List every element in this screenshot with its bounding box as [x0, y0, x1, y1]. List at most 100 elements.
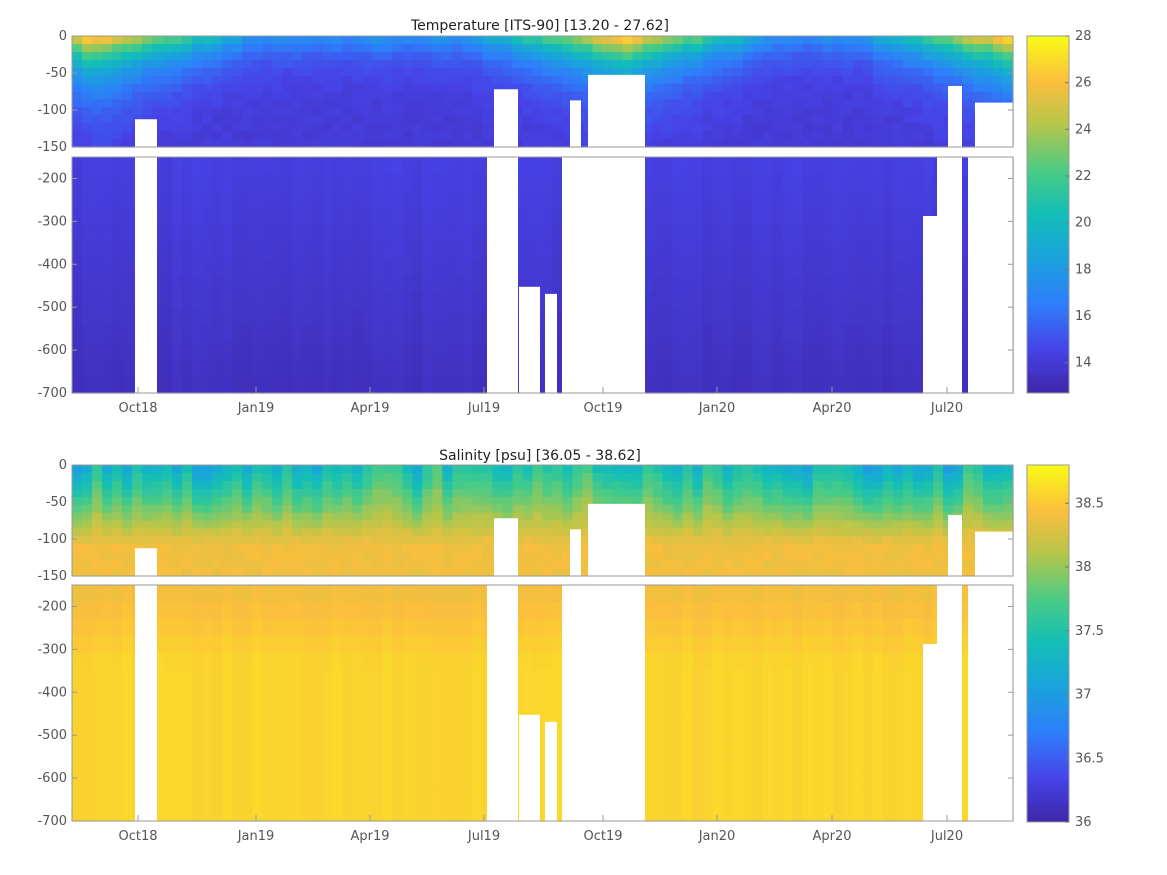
temperature-upper-cell — [862, 99, 874, 108]
salinity-lower-cell — [652, 736, 664, 755]
salinity-lower-cell — [172, 686, 183, 704]
temperature-lower-cell — [112, 342, 123, 360]
temperature-lower-cell — [832, 308, 844, 327]
temperature-lower-gap — [519, 286, 540, 394]
temperature-upper-cell — [672, 131, 684, 140]
salinity-upper-cell — [272, 504, 283, 514]
temperature-upper-cell — [492, 67, 504, 77]
temperature-upper-cell — [782, 115, 794, 124]
temperature-upper-cell — [112, 75, 123, 85]
temperature-colorbar-tick-label: 26 — [1075, 76, 1092, 91]
temperature-lower-cell — [212, 207, 223, 226]
temperature-upper-cell — [342, 91, 353, 101]
salinity-upper-cell — [692, 520, 704, 530]
salinity-upper-cell — [182, 512, 193, 522]
salinity-upper-cell — [602, 496, 614, 506]
salinity-upper-cell — [282, 544, 293, 553]
temperature-upper-cell — [272, 107, 283, 116]
salinity-lower-cell — [82, 787, 93, 805]
salinity-upper-cell — [662, 568, 674, 577]
salinity-lower-cell — [212, 787, 223, 805]
temperature-lower-cell — [232, 291, 243, 310]
temperature-upper-cell — [482, 51, 494, 61]
temperature-lower-cell — [362, 291, 373, 310]
salinity-lower-cell — [522, 601, 534, 620]
salinity-upper-cell — [972, 504, 984, 514]
temperature-lower-cell — [672, 308, 684, 327]
temperature-lower-cell — [262, 190, 273, 209]
salinity-lower-cell — [712, 585, 724, 603]
salinity-lower-cell — [722, 770, 734, 788]
salinity-lower-cell — [322, 787, 333, 805]
temperature-upper-cell — [422, 51, 433, 61]
salinity-upper-cell — [682, 472, 694, 482]
temperature-upper-cell — [232, 115, 243, 124]
salinity-upper-cell — [92, 488, 103, 498]
salinity-upper-cell — [472, 488, 484, 498]
temperature-lower-cell — [672, 224, 684, 242]
salinity-lower-cell — [282, 585, 293, 603]
salinity-lower-cell — [342, 736, 353, 755]
temperature-upper-cell — [762, 107, 774, 116]
temperature-lower-cell — [252, 291, 263, 310]
temperature-upper-cell — [142, 36, 153, 45]
temperature-upper-cell — [862, 91, 874, 101]
temperature-upper-cell — [302, 139, 313, 148]
salinity-upper-cell — [622, 472, 634, 482]
temperature-upper-cell — [272, 67, 283, 77]
salinity-upper-cell — [962, 536, 974, 545]
salinity-upper-cell — [702, 520, 714, 530]
salinity-upper-cell — [302, 504, 313, 514]
temperature-lower-cell — [682, 258, 694, 276]
temperature-lower-cell — [222, 275, 233, 293]
temperature-upper-cell — [352, 131, 363, 140]
salinity-upper-cell — [312, 480, 323, 490]
salinity-upper-cell — [482, 536, 494, 545]
salinity-lower-cell — [402, 585, 413, 603]
salinity-lower-cell — [182, 804, 193, 822]
salinity-upper-cell — [842, 504, 854, 514]
temperature-upper-cell — [852, 83, 864, 93]
temperature-upper-cell — [232, 131, 243, 140]
temperature-lower-cell — [152, 157, 163, 175]
temperature-upper-cell — [292, 51, 303, 61]
temperature-upper-cell — [802, 59, 814, 69]
salinity-upper-cell — [852, 488, 864, 498]
temperature-upper-cell — [582, 123, 594, 132]
temperature-upper-cell — [212, 59, 223, 69]
salinity-upper-cell — [422, 552, 433, 561]
salinity-lower-cell — [152, 770, 163, 788]
temperature-upper-cell — [602, 43, 614, 53]
temperature-upper-cell — [962, 115, 974, 124]
temperature-upper-cell — [652, 59, 664, 69]
temperature-upper-cell — [482, 115, 494, 124]
salinity-lower-cell — [672, 753, 684, 772]
salinity-upper-cell — [482, 544, 494, 553]
salinity-upper-cell — [672, 528, 684, 537]
temperature-lower-cell — [762, 291, 774, 310]
salinity-upper-cell — [82, 488, 93, 498]
salinity-lower-cell — [552, 635, 564, 654]
salinity-upper-cell — [792, 496, 804, 506]
salinity-lower-cell — [462, 719, 474, 738]
temperature-upper-cell — [112, 43, 123, 53]
salinity-upper-cell — [562, 520, 574, 530]
salinity-upper-cell — [542, 472, 554, 482]
temperature-upper-cell — [282, 131, 293, 140]
temperature-upper-cell — [932, 51, 944, 61]
temperature-lower-cell — [242, 190, 253, 209]
temperature-upper-cell — [362, 75, 373, 85]
temperature-lower-cell — [712, 190, 724, 209]
temperature-upper-cell — [672, 51, 684, 61]
temperature-lower-cell — [422, 325, 433, 344]
salinity-upper-cell — [732, 560, 744, 569]
salinity-upper-cell — [422, 472, 433, 482]
salinity-lower-cell — [302, 669, 313, 687]
salinity-upper-cell — [922, 512, 934, 522]
salinity-upper-cell — [102, 465, 113, 474]
salinity-lower-cell — [432, 770, 443, 788]
salinity-upper-cell — [962, 512, 974, 522]
temperature-upper-cell — [462, 139, 474, 148]
salinity-lower-cell — [342, 719, 353, 738]
temperature-upper-cell — [482, 99, 494, 108]
